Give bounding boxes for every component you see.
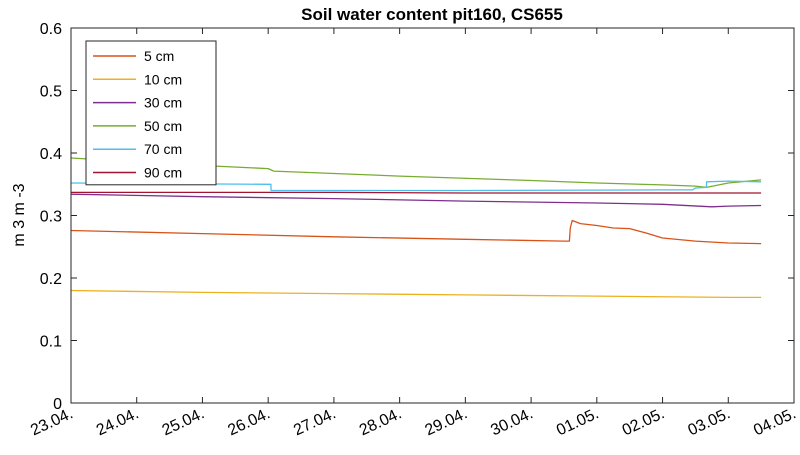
y-tick-label: 0.1 <box>40 334 62 351</box>
y-tick-label: 0.5 <box>40 84 62 101</box>
x-tick-label: 03.05. <box>685 405 733 439</box>
x-tick-label: 29.04. <box>423 405 471 439</box>
y-tick-label: 0.4 <box>40 146 62 163</box>
series-line <box>70 289 762 299</box>
legend-box <box>85 40 217 186</box>
series-line <box>70 219 762 245</box>
series-line <box>70 193 762 208</box>
y-axis-label: m 3 m -3 <box>11 183 28 246</box>
legend: 5 cm 10 cm 30 cm 50 cm 70 cm 90 cm <box>85 40 217 186</box>
x-tick-label: 25.04. <box>160 405 208 439</box>
series-lines <box>70 157 762 299</box>
series-line <box>71 191 762 194</box>
x-tick-label: 26.04. <box>225 405 273 439</box>
x-tick-label: 28.04. <box>357 405 405 439</box>
chart-title: Soil water content pit160, CS655 <box>301 5 563 24</box>
y-axis: 0 0.1 0.2 0.3 0.4 0.5 0.6 <box>40 21 794 413</box>
legend-label: 5 cm <box>144 48 174 64</box>
y-tick-label: 0.2 <box>40 271 62 288</box>
series-line <box>70 157 762 189</box>
legend-label: 50 cm <box>144 118 182 134</box>
x-tick-label: 27.04. <box>291 405 339 439</box>
x-tick-label: 23.04. <box>28 405 76 439</box>
y-tick-label: 0.6 <box>40 21 62 38</box>
x-tick-label: 24.04. <box>94 405 142 439</box>
y-tick-label: 0 <box>53 396 62 413</box>
legend-label: 70 cm <box>144 141 182 157</box>
legend-label: 30 cm <box>144 95 182 111</box>
series-line <box>70 180 762 192</box>
x-tick-label: 04.05. <box>751 405 799 439</box>
x-tick-label: 02.05. <box>620 405 668 439</box>
x-tick-label: 01.05. <box>554 405 602 439</box>
x-tick-label: 30.04. <box>488 405 536 439</box>
y-tick-label: 0.3 <box>40 209 62 226</box>
legend-label: 10 cm <box>144 71 182 87</box>
legend-label: 90 cm <box>144 165 182 181</box>
